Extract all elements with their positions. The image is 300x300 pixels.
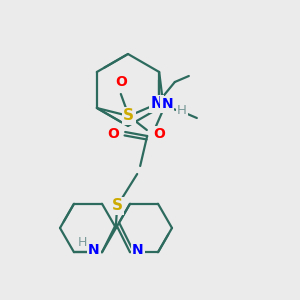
- Text: N: N: [88, 243, 100, 257]
- Text: O: O: [107, 127, 119, 141]
- Text: O: O: [115, 75, 127, 89]
- Text: H: H: [77, 236, 87, 249]
- Text: S: S: [123, 109, 134, 124]
- Text: O: O: [153, 127, 165, 141]
- Text: S: S: [112, 199, 123, 214]
- Text: N: N: [132, 243, 144, 257]
- Text: N: N: [151, 97, 163, 112]
- Text: H: H: [177, 103, 187, 116]
- Text: N: N: [161, 97, 173, 111]
